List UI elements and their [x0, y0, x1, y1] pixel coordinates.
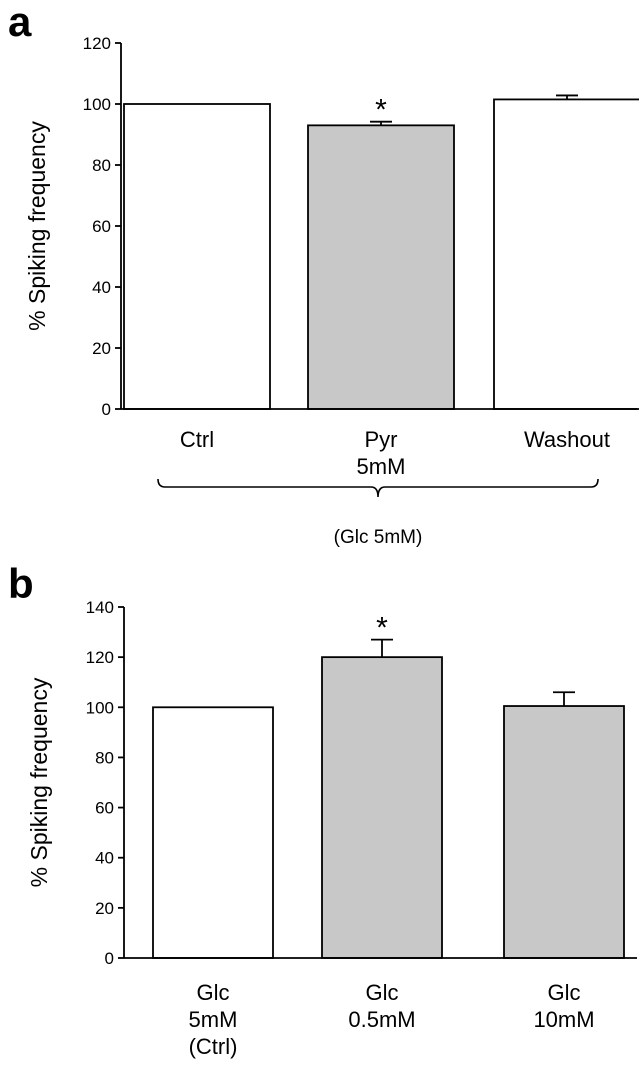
- category-label: 5mM: [357, 454, 406, 479]
- y-tick-label: 120: [83, 34, 111, 53]
- y-tick-label: 100: [86, 698, 114, 717]
- bar: [152, 706, 274, 959]
- y-tick-label: 20: [95, 899, 114, 918]
- y-tick-label: 80: [95, 748, 114, 767]
- category-label: Glc: [548, 980, 581, 1005]
- y-tick-label: 20: [92, 339, 111, 358]
- group-brace: [157, 478, 599, 498]
- group-label: (Glc 5mM): [334, 527, 423, 548]
- y-axis-label: % Spiking frequency: [24, 121, 50, 331]
- y-tick-label: 100: [83, 95, 111, 114]
- category-label: Washout: [524, 427, 610, 452]
- significance-marker: *: [376, 612, 388, 645]
- panel-letter: b: [8, 560, 34, 607]
- category-label: 10mM: [533, 1007, 594, 1032]
- bar: [307, 124, 455, 410]
- bar: [321, 656, 443, 959]
- bar: [503, 705, 625, 959]
- category-label: Ctrl: [180, 427, 214, 452]
- category-label: Pyr: [365, 427, 398, 452]
- y-tick-label: 140: [86, 598, 114, 617]
- significance-marker: *: [375, 94, 387, 127]
- y-tick-label: 60: [95, 799, 114, 818]
- y-tick-label: 40: [95, 849, 114, 868]
- panel-letter: a: [8, 0, 32, 45]
- category-label: Glc: [197, 980, 230, 1005]
- y-tick-label: 80: [92, 156, 111, 175]
- category-label: 0.5mM: [348, 1007, 415, 1032]
- y-axis-label: % Spiking frequency: [26, 677, 52, 887]
- y-tick-label: 0: [102, 400, 111, 419]
- category-label: (Ctrl): [189, 1034, 238, 1059]
- bar: [493, 98, 639, 410]
- category-label: 5mM: [189, 1007, 238, 1032]
- bar: [123, 103, 271, 410]
- category-label: Glc: [366, 980, 399, 1005]
- y-tick-label: 0: [105, 949, 114, 968]
- y-tick-label: 40: [92, 278, 111, 297]
- y-tick-label: 120: [86, 648, 114, 667]
- y-tick-label: 60: [92, 217, 111, 236]
- chart-panel-b: b% Spiking frequencyGlc5mM(Ctrl)*Glc0.5m…: [8, 560, 637, 1059]
